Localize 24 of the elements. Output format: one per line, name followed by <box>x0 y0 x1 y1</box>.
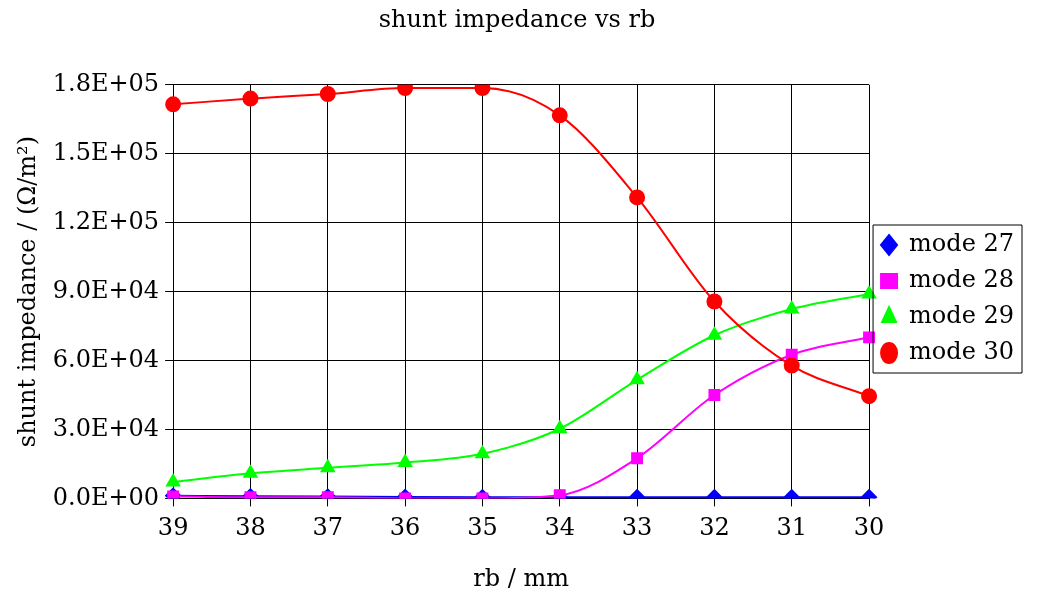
x-axis-title: rb / mm <box>473 563 570 592</box>
y-axis-title: shunt impedance / (Ω/m²) <box>12 136 41 448</box>
y-tick-label: 0.0E+00 <box>52 482 160 511</box>
x-tick-label: 33 <box>621 513 653 542</box>
y-tick-label: 3.0E+04 <box>52 413 160 442</box>
legend-label: mode 28 <box>909 265 1015 294</box>
x-tick-label: 36 <box>389 513 421 542</box>
chart-title: shunt impedance vs rb <box>378 4 656 33</box>
x-tick-label: 35 <box>467 513 498 542</box>
x-tick-label: 30 <box>853 513 885 542</box>
y-tick-label: 6.0E+04 <box>52 344 160 373</box>
legend-label: mode 30 <box>909 337 1015 366</box>
x-tick-label: 39 <box>157 513 189 542</box>
y-tick-label: 1.8E+05 <box>52 69 160 98</box>
legend-label: mode 29 <box>909 301 1015 330</box>
x-tick-label: 37 <box>312 513 344 542</box>
legend-label: mode 27 <box>909 229 1015 258</box>
x-tick-label: 38 <box>235 513 266 542</box>
x-tick-label: 32 <box>699 513 730 542</box>
y-tick-label: 9.0E+04 <box>52 275 160 304</box>
x-tick-label: 31 <box>776 513 808 542</box>
x-tick-label: 34 <box>544 513 576 542</box>
y-tick-label: 1.2E+05 <box>52 206 160 235</box>
y-tick-label: 1.5E+05 <box>52 137 160 166</box>
